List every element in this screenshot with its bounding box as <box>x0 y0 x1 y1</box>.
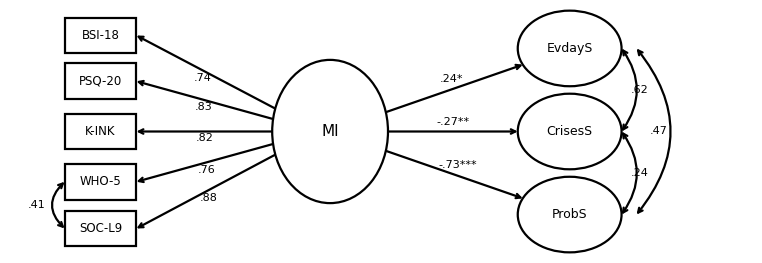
FancyBboxPatch shape <box>65 18 136 53</box>
Text: .88: .88 <box>200 193 217 203</box>
FancyBboxPatch shape <box>65 164 136 200</box>
Text: .62: .62 <box>631 85 648 95</box>
Text: .82: .82 <box>195 133 213 143</box>
Text: PSQ-20: PSQ-20 <box>79 75 122 88</box>
Text: .41: .41 <box>27 200 46 210</box>
Text: K-INK: K-INK <box>85 125 116 138</box>
Text: SOC-L9: SOC-L9 <box>79 222 122 235</box>
Text: MI: MI <box>322 124 339 139</box>
Ellipse shape <box>517 11 622 86</box>
Text: -.27**: -.27** <box>437 117 469 127</box>
FancyBboxPatch shape <box>65 211 136 246</box>
Text: .74: .74 <box>194 73 212 83</box>
FancyArrowPatch shape <box>623 134 637 213</box>
Text: BSI-18: BSI-18 <box>82 29 120 42</box>
Text: .83: .83 <box>194 102 212 112</box>
Text: .24*: .24* <box>439 74 463 84</box>
FancyBboxPatch shape <box>65 63 136 99</box>
Text: .76: .76 <box>197 165 215 175</box>
Text: ProbS: ProbS <box>552 208 588 221</box>
Ellipse shape <box>517 177 622 252</box>
Ellipse shape <box>517 94 622 169</box>
Text: EvdayS: EvdayS <box>546 42 593 55</box>
Text: CrisesS: CrisesS <box>546 125 593 138</box>
FancyArrowPatch shape <box>52 184 62 227</box>
Text: -.73***: -.73*** <box>438 160 477 170</box>
Text: .24: .24 <box>631 168 648 178</box>
FancyBboxPatch shape <box>65 114 136 149</box>
Ellipse shape <box>272 60 388 203</box>
FancyArrowPatch shape <box>638 50 671 213</box>
Text: WHO-5: WHO-5 <box>80 175 121 188</box>
FancyArrowPatch shape <box>623 50 637 129</box>
Text: .47: .47 <box>649 127 668 136</box>
